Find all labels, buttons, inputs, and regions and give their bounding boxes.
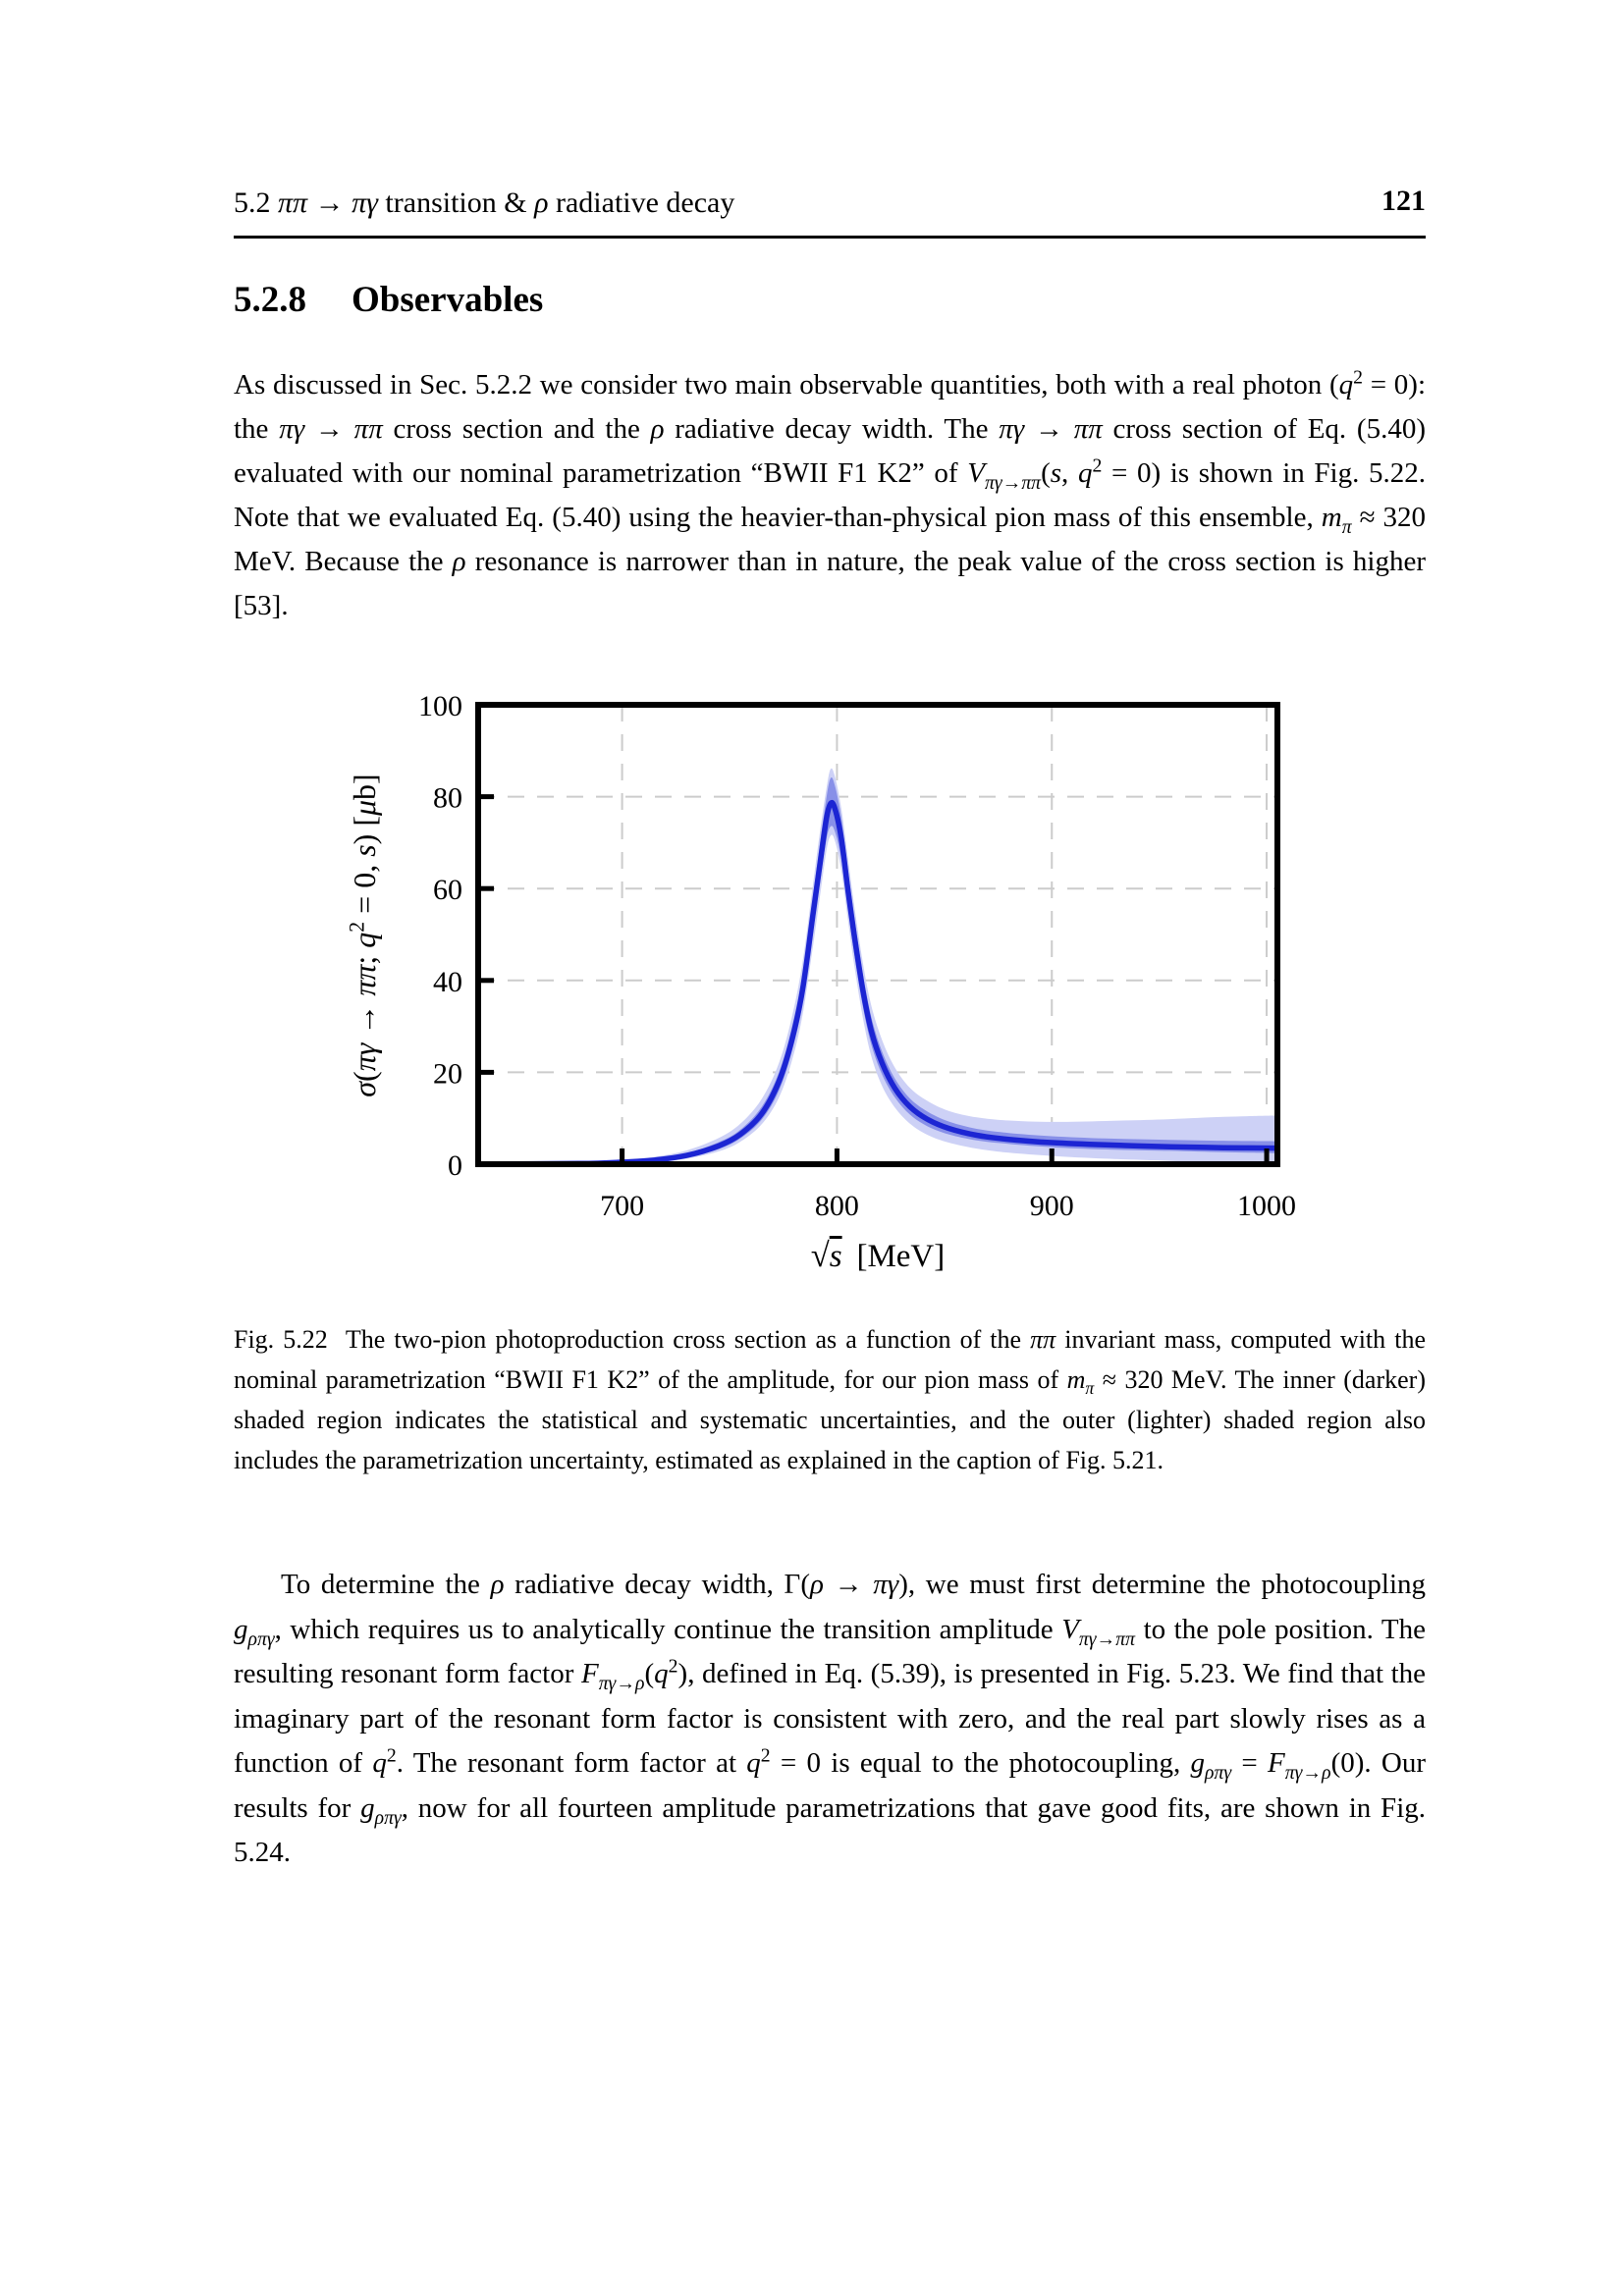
figure-5-22: 700 800 900 1000 0 20 40 60 80 100 σ(πγ → ππ; q2 … [324,664,1316,1313]
svg-text:700: 700 [600,1190,644,1222]
svg-text:900: 900 [1030,1190,1074,1222]
svg-text:40: 40 [433,966,462,998]
figure-caption: Fig. 5.22 The two-pion photoproduction c… [234,1325,1426,1474]
svg-text:60: 60 [433,874,462,906]
cross-section-chart: 700 800 900 1000 0 20 40 60 80 100 [418,690,1296,1222]
svg-text:100: 100 [418,690,462,722]
svg-text:20: 20 [433,1057,462,1090]
section-number: 5.2.8 [234,280,306,320]
paragraph-decay-width: To determine the ρ radiative decay width… [234,1569,1427,1868]
section-title: Observables [352,280,544,320]
svg-text:80: 80 [433,782,462,815]
svg-text:0: 0 [448,1149,462,1182]
x-axis-label: √s [MeV] [810,1237,946,1274]
paragraph-observables-intro: As discussed in Sec. 5.2.2 we consider t… [234,366,1427,621]
y-axis-label: σ(πγ → ππ; q2 = 0, s) [μb] [345,774,382,1097]
svg-text:1000: 1000 [1237,1190,1296,1222]
page-number: 121 [1381,185,1426,217]
svg-text:800: 800 [815,1190,859,1222]
running-header-section: 5.2 ππ → πγ transition & ρ radiative dec… [234,187,735,219]
header-rule [234,236,1426,239]
section-heading: 5.2.8 Observables [234,279,543,321]
